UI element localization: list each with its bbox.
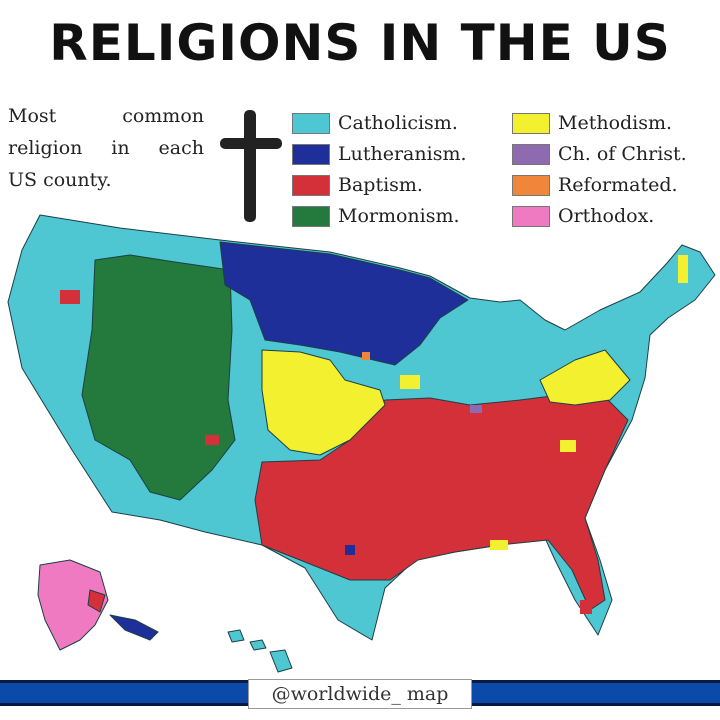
legend-label: Methodism.: [558, 112, 673, 134]
legend-item-orthodox: Orthodox.: [512, 205, 654, 227]
legend-swatch: [512, 112, 550, 134]
christian-cross-icon: [220, 110, 282, 222]
legend-label: Ch. of Christ.: [558, 143, 687, 165]
legend-label: Lutheranism.: [338, 143, 467, 165]
patch-methodism: [678, 255, 688, 283]
patch-methodism: [400, 375, 420, 389]
region-lutheranism-alaska: [109, 614, 159, 641]
patch-baptism: [60, 290, 80, 304]
legend-item-mormonism: Mormonism.: [292, 205, 460, 227]
legend-item-baptism: Baptism.: [292, 174, 423, 196]
region-methodism-east: [539, 349, 631, 406]
patch-reformated: [362, 352, 370, 360]
legend-label: Baptism.: [338, 174, 423, 196]
legend-swatch: [512, 205, 550, 227]
legend-label: Orthodox.: [558, 205, 655, 227]
credit-label: @worldwide_ map: [248, 679, 472, 709]
description-line: US county.: [8, 169, 112, 191]
page-title: RELIGIONS IN THE US: [49, 14, 671, 72]
legend-label: Mormonism.: [338, 205, 460, 227]
region-mormonism: [81, 254, 236, 501]
legend-swatch: [292, 143, 330, 165]
map-description: Most common religion in each US county.: [8, 100, 204, 196]
description-line: religion in each: [8, 137, 204, 159]
patch-baptism: [580, 600, 592, 614]
region-baptism-alaska: [87, 589, 106, 613]
legend-label: Reformated.: [558, 174, 678, 196]
legend-label: Catholicism.: [338, 112, 458, 134]
region-lutheranism: [219, 241, 469, 366]
legend-item-lutheranism: Lutheranism.: [292, 143, 467, 165]
legend-swatch: [512, 143, 550, 165]
region-baptism: [254, 391, 629, 611]
patch-church-of-christ: [470, 405, 482, 413]
description-line: Most common: [8, 105, 204, 127]
legend-swatch: [292, 205, 330, 227]
patch-baptism: [205, 435, 219, 445]
legend-item-methodism: Methodism.: [512, 112, 672, 134]
region-methodism: [261, 349, 386, 456]
legend-item-catholicism: Catholicism.: [292, 112, 458, 134]
legend-swatch: [292, 174, 330, 196]
legend-swatch: [292, 112, 330, 134]
patch-lutheranism: [345, 545, 355, 555]
legend-swatch: [512, 174, 550, 196]
hawaii: [227, 629, 293, 673]
region-orthodox-alaska: [37, 559, 109, 651]
legend-item-church-of-christ: Ch. of Christ.: [512, 143, 687, 165]
patch-methodism: [560, 440, 576, 452]
legend-item-reformated: Reformated.: [512, 174, 678, 196]
patch-methodism: [490, 540, 508, 550]
